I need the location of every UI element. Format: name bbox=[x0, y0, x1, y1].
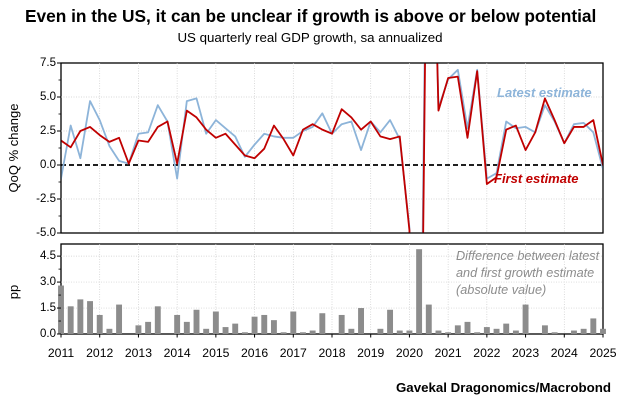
svg-text:2020: 2020 bbox=[396, 346, 423, 360]
svg-text:-5.0: -5.0 bbox=[36, 227, 56, 239]
svg-text:2011: 2011 bbox=[48, 346, 74, 360]
svg-text:2012: 2012 bbox=[86, 346, 113, 360]
svg-text:pp: pp bbox=[6, 285, 21, 299]
svg-text:2018: 2018 bbox=[318, 346, 345, 360]
svg-text:2025: 2025 bbox=[589, 346, 616, 360]
svg-text:2016: 2016 bbox=[241, 346, 268, 360]
svg-text:5.0: 5.0 bbox=[40, 91, 56, 103]
svg-text:Latest estimate: Latest estimate bbox=[497, 85, 592, 100]
svg-text:0.0: 0.0 bbox=[40, 159, 56, 171]
svg-text:3.0: 3.0 bbox=[40, 276, 56, 288]
svg-text:0.0: 0.0 bbox=[40, 328, 56, 340]
svg-text:7.5: 7.5 bbox=[40, 57, 56, 69]
svg-text:-2.5: -2.5 bbox=[36, 193, 56, 205]
svg-text:2019: 2019 bbox=[357, 346, 384, 360]
svg-text:2022: 2022 bbox=[473, 346, 500, 360]
svg-text:1.5: 1.5 bbox=[40, 302, 56, 314]
svg-text:Difference between latest: Difference between latest bbox=[456, 249, 600, 263]
svg-text:and first growth estimate: and first growth estimate bbox=[456, 266, 594, 280]
svg-text:First estimate: First estimate bbox=[494, 171, 579, 186]
svg-text:2015: 2015 bbox=[202, 346, 229, 360]
svg-text:2023: 2023 bbox=[512, 346, 539, 360]
svg-text:2.5: 2.5 bbox=[40, 125, 56, 137]
svg-text:2013: 2013 bbox=[125, 346, 152, 360]
svg-text:(absolute value): (absolute value) bbox=[456, 283, 546, 297]
svg-text:QoQ % change: QoQ % change bbox=[6, 104, 21, 193]
svg-text:2024: 2024 bbox=[551, 346, 578, 360]
svg-text:2021: 2021 bbox=[435, 346, 462, 360]
svg-text:2014: 2014 bbox=[164, 346, 191, 360]
svg-text:2017: 2017 bbox=[280, 346, 307, 360]
svg-text:4.5: 4.5 bbox=[40, 250, 56, 262]
